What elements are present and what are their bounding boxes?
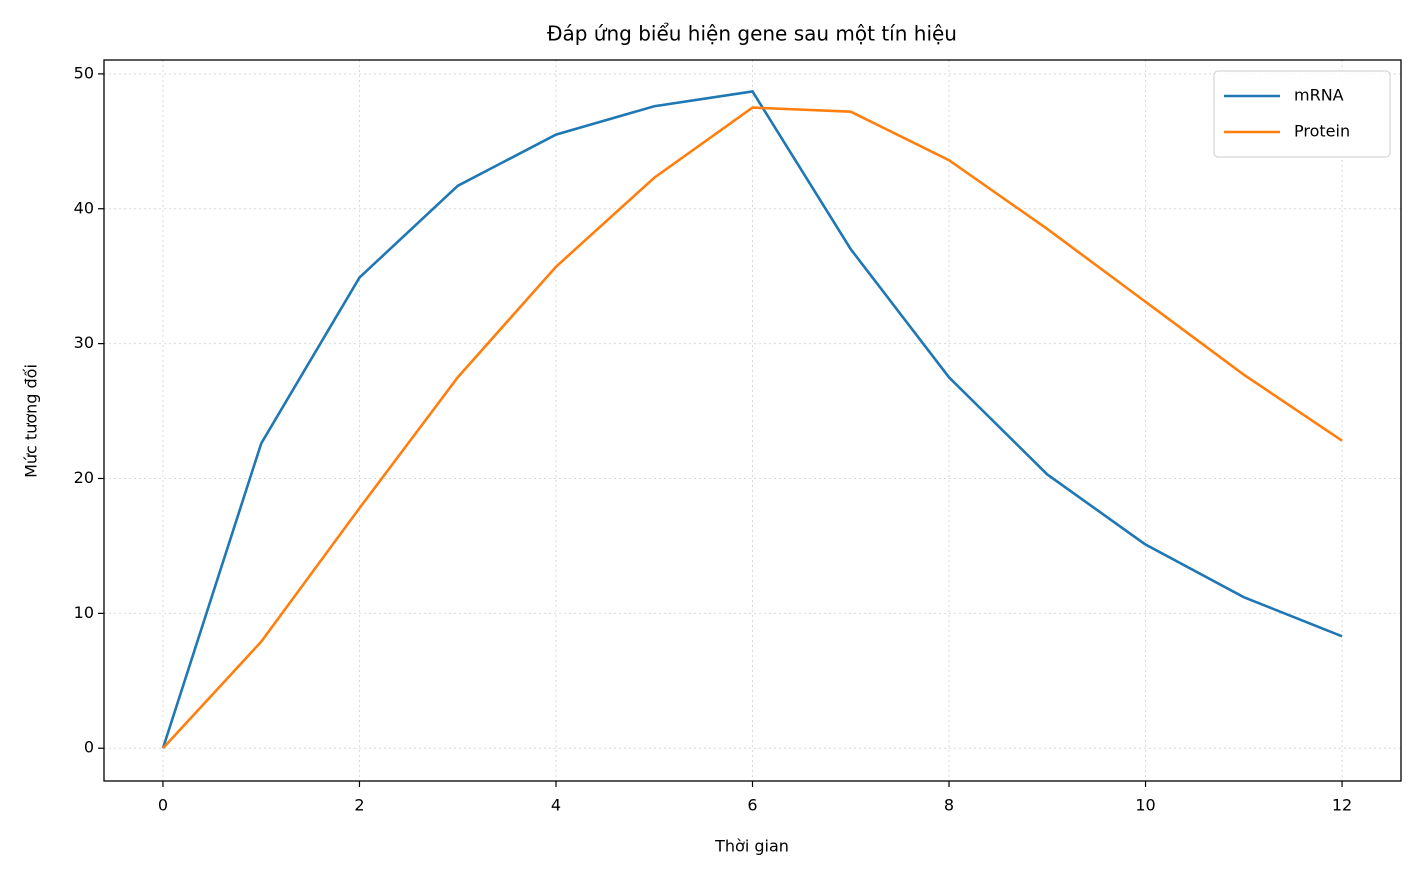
legend-label: mRNA <box>1294 86 1344 105</box>
line-series <box>161 90 1343 749</box>
y-tick-label: 30 <box>74 333 94 352</box>
y-tick-label: 40 <box>74 198 94 217</box>
y-tick-label: 20 <box>74 468 94 487</box>
y-tick-label: 10 <box>74 603 94 622</box>
y-tick-label: 0 <box>84 738 94 757</box>
line-series <box>161 106 1343 750</box>
x-tick-label: 12 <box>1332 796 1352 815</box>
legend: mRNA Protein <box>1213 70 1391 158</box>
x-tick-label: 10 <box>1135 796 1155 815</box>
x-tick-label: 6 <box>747 796 757 815</box>
legend-label: Protein <box>1294 122 1350 141</box>
chart-title: Đáp ứng biểu hiện gene sau một tín hiệu <box>547 22 957 46</box>
y-axis-label: Mức tương đối <box>22 364 41 478</box>
legend-box <box>1213 70 1391 158</box>
x-tick-label: 4 <box>551 796 561 815</box>
x-axis-label: Thời gian <box>714 837 789 856</box>
x-tick-label: 8 <box>944 796 954 815</box>
x-tick-label: 0 <box>158 796 168 815</box>
plot-frame <box>103 59 1402 782</box>
y-tick-label: 50 <box>74 63 94 82</box>
x-tick-label: 2 <box>354 796 364 815</box>
